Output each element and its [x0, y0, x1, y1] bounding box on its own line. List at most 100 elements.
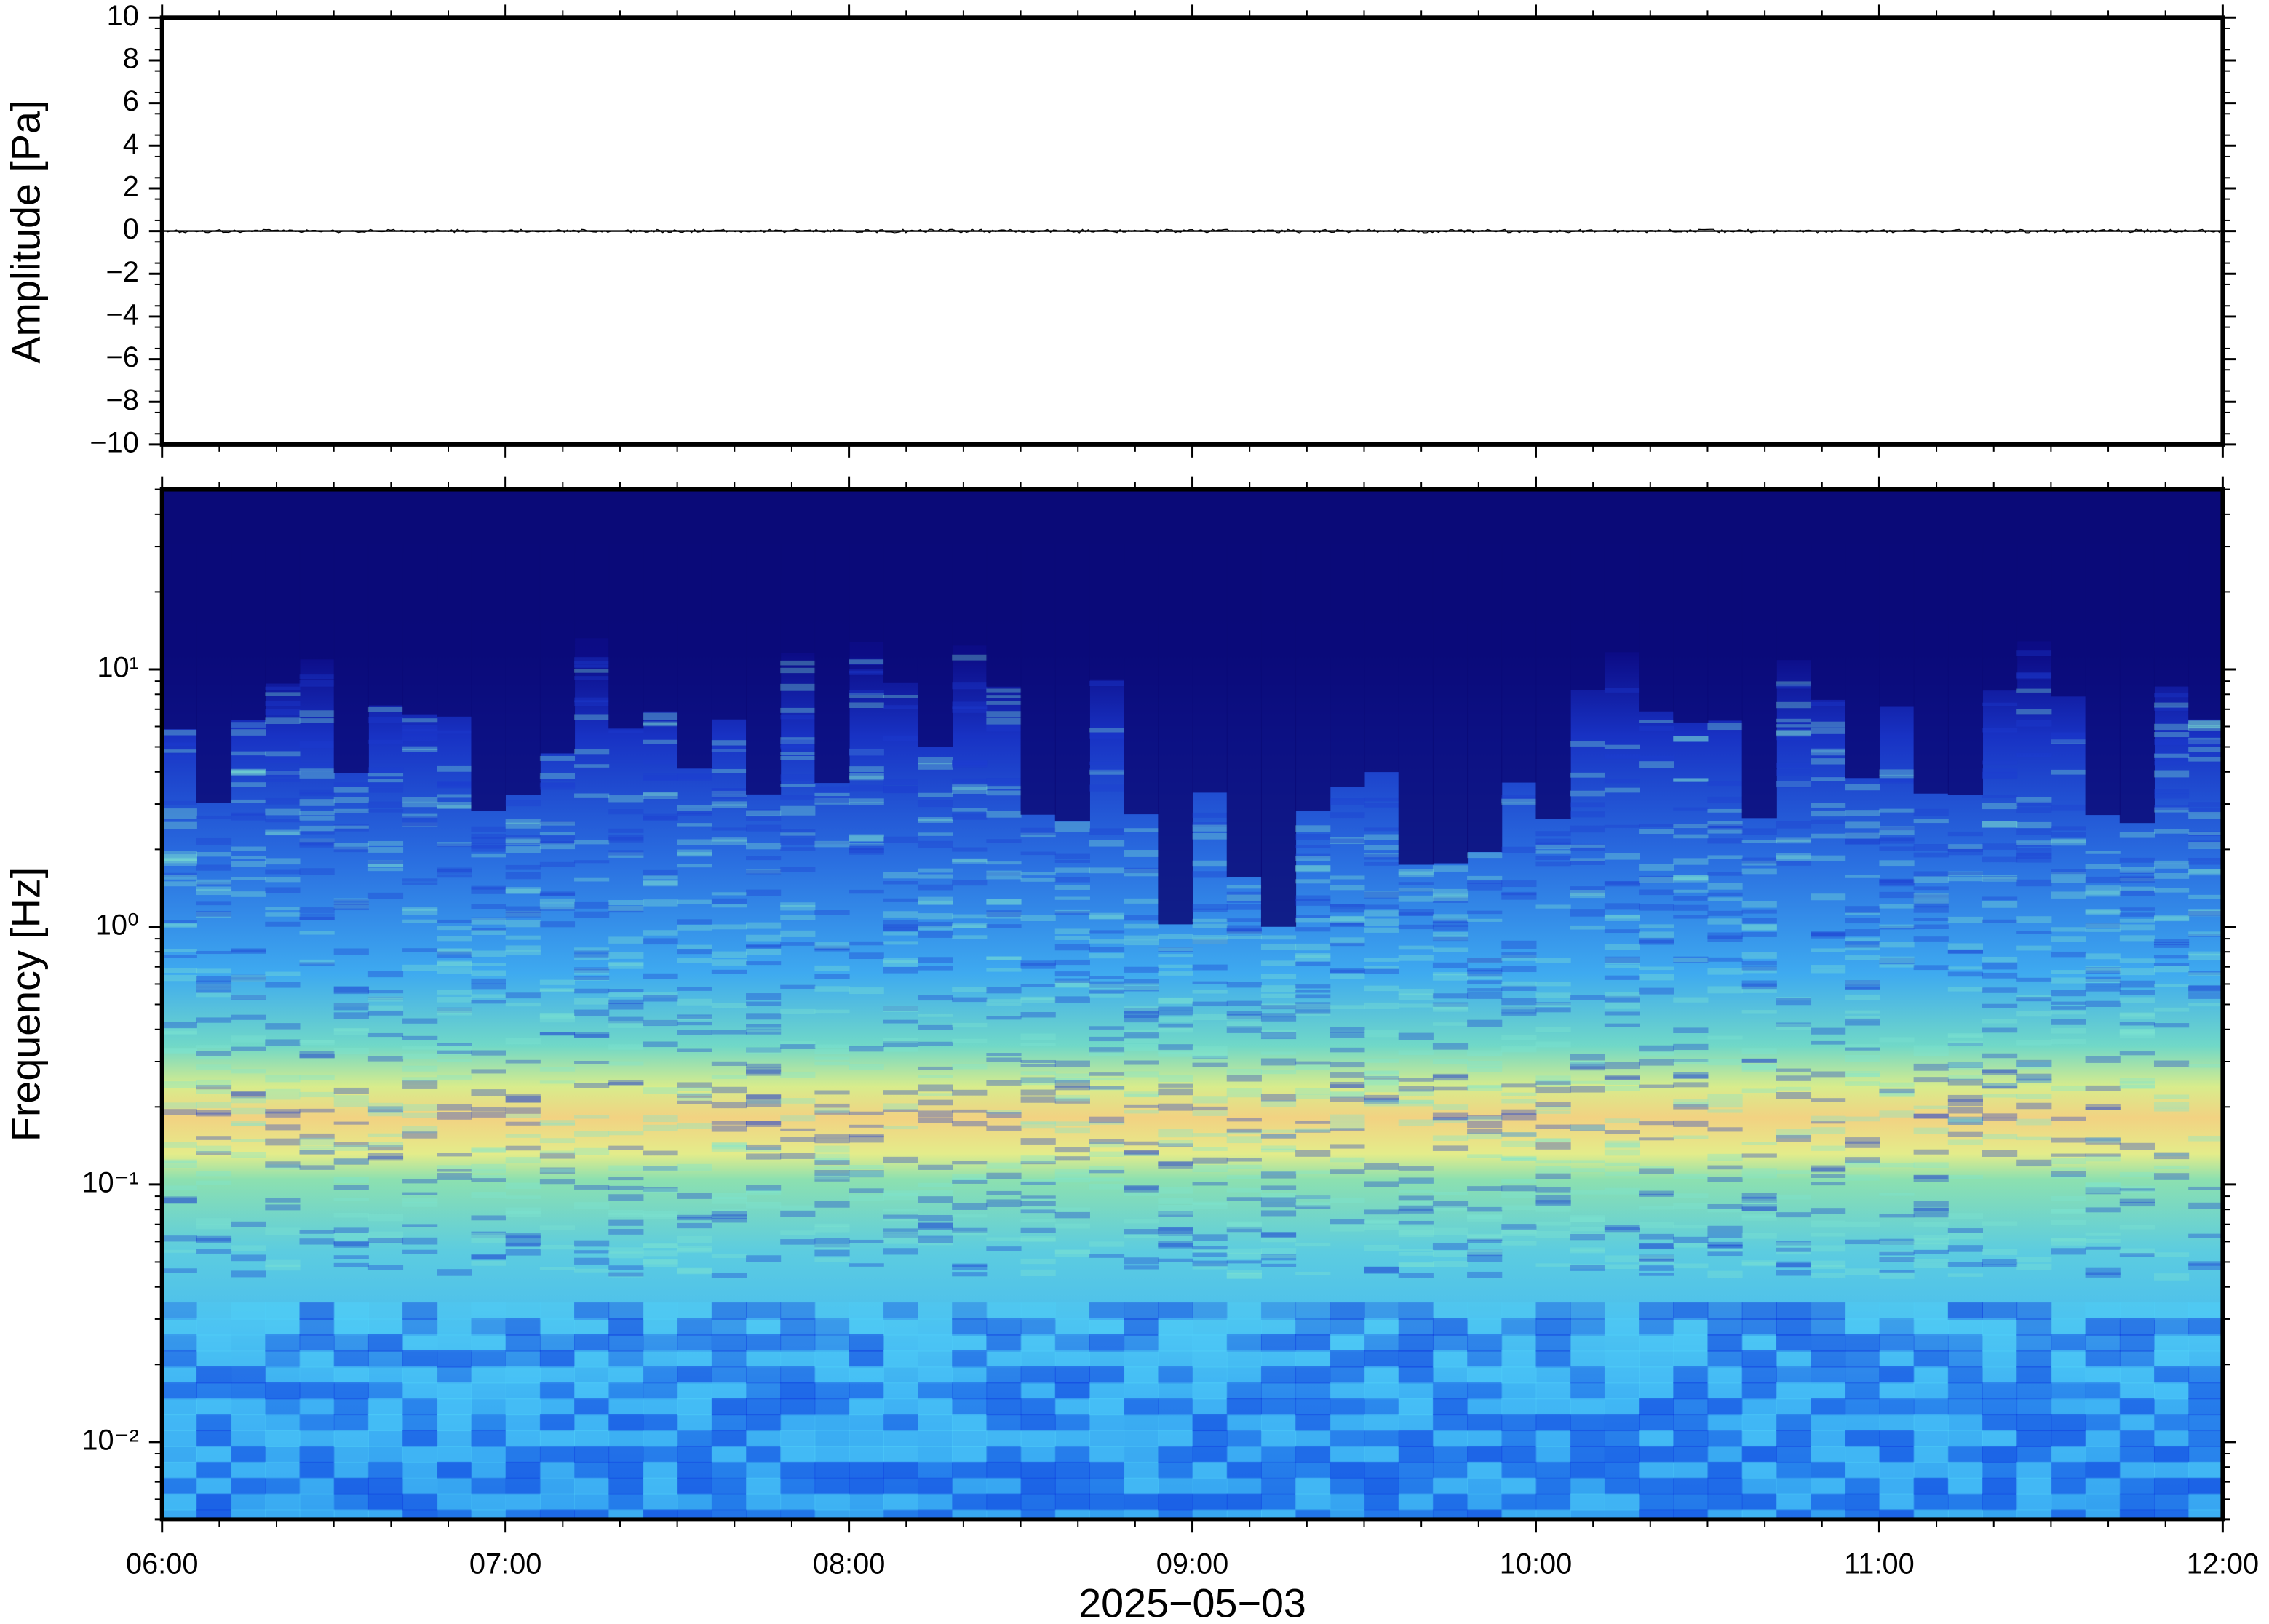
texture [2153, 760, 2190, 766]
texture [952, 1264, 988, 1270]
texture [986, 1350, 1022, 1368]
texture [1054, 1098, 1090, 1104]
texture [162, 1302, 197, 1320]
texture [299, 1137, 335, 1145]
texture [643, 1259, 678, 1265]
texture [1054, 1302, 1090, 1320]
texture [1467, 1239, 1503, 1243]
texture [574, 1414, 610, 1432]
texture [1226, 1398, 1262, 1416]
texture [196, 1249, 232, 1254]
texture [1089, 1254, 1125, 1258]
texture [1707, 723, 1743, 731]
texture [917, 817, 953, 823]
texture [1330, 1062, 1365, 1068]
texture [1054, 909, 1090, 914]
texture [1604, 1075, 1640, 1080]
texture [1707, 1035, 1743, 1040]
texture [1330, 1114, 1365, 1122]
texture [1947, 1350, 1984, 1368]
texture [162, 1102, 197, 1109]
texture [1467, 1350, 1503, 1368]
texture [917, 1075, 953, 1078]
texture [2188, 1135, 2223, 1142]
texture [1020, 1236, 1056, 1242]
texture [1741, 1195, 1777, 1200]
texture [471, 1318, 506, 1336]
texture [265, 912, 301, 917]
texture [711, 1273, 747, 1278]
texture [539, 988, 576, 992]
texture [574, 1382, 610, 1400]
texture [1741, 1461, 1777, 1479]
texture [196, 1180, 232, 1186]
texture [1913, 1382, 1949, 1400]
texture [1982, 1509, 2018, 1520]
texture [196, 1238, 232, 1243]
texture [849, 690, 884, 696]
texture [437, 1414, 472, 1432]
texture [814, 489, 850, 784]
texture [1673, 904, 1709, 911]
texture [1535, 1041, 1571, 1048]
texture [986, 861, 1022, 865]
texture [711, 1142, 747, 1148]
texture [367, 1102, 404, 1110]
texture [1364, 827, 1399, 832]
texture [1020, 996, 1056, 1000]
texture [1776, 1092, 1812, 1099]
texture [1364, 1099, 1399, 1103]
texture [1913, 965, 1949, 971]
texture [746, 1028, 782, 1035]
texture [986, 1445, 1022, 1463]
texture [437, 1269, 472, 1276]
texture [1089, 1461, 1125, 1479]
texture [1845, 906, 1880, 913]
texture [746, 1201, 782, 1209]
texture [952, 1509, 988, 1520]
texture [1158, 1103, 1193, 1111]
texture [1158, 1134, 1193, 1138]
texture [1226, 1118, 1262, 1122]
texture [539, 775, 576, 781]
texture [986, 875, 1022, 880]
texture [2085, 851, 2121, 854]
texture [952, 1461, 988, 1479]
texture [1364, 1244, 1399, 1251]
texture [1811, 1334, 1846, 1352]
texture [1192, 1014, 1228, 1021]
texture [1467, 1461, 1503, 1479]
texture [608, 1272, 644, 1277]
texture [1020, 1430, 1056, 1447]
texture [1020, 1122, 1056, 1129]
texture [1707, 910, 1743, 916]
texture [814, 1107, 850, 1113]
texture [677, 1030, 712, 1035]
texture [1535, 1200, 1571, 1206]
texture [299, 1053, 335, 1059]
texture [2188, 1430, 2223, 1447]
texture [1501, 1191, 1537, 1198]
texture [1535, 850, 1571, 854]
texture [1089, 1047, 1125, 1053]
texture [231, 1430, 266, 1447]
texture [1330, 916, 1365, 922]
texture [1158, 1211, 1193, 1217]
texture [1295, 1129, 1331, 1133]
texture [1913, 924, 1949, 930]
texture [2188, 1350, 2223, 1368]
texture [849, 798, 884, 803]
texture [2119, 912, 2155, 917]
texture [2153, 1318, 2190, 1336]
texture [265, 1366, 301, 1384]
texture [1226, 929, 1262, 934]
texture [471, 950, 506, 957]
texture [1124, 489, 1159, 815]
texture [1639, 904, 1674, 911]
texture [1570, 1060, 1605, 1064]
texture [1398, 912, 1434, 916]
texture [1020, 960, 1056, 966]
texture [1054, 1223, 1090, 1229]
texture [1845, 944, 1880, 951]
texture [711, 1003, 747, 1008]
